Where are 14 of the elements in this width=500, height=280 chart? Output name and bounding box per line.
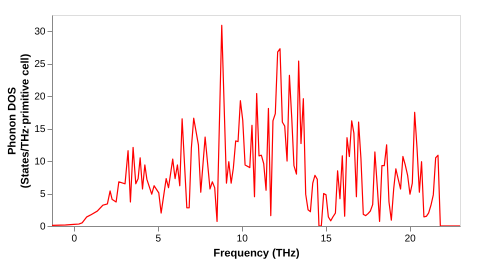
y-tick-label: 20	[34, 92, 46, 103]
y-tick-label: 25	[34, 59, 46, 70]
x-tick-label: 5	[155, 234, 162, 244]
y-tick-label: 15	[34, 124, 46, 136]
y-tick-label: 0	[40, 222, 46, 232]
y-axis-title: Phonon DOS (States/THz·primitive cell)	[6, 53, 32, 188]
x-tick-label: 15	[320, 234, 332, 244]
x-axis-title: Frequency (THz)	[213, 248, 300, 260]
y-tick-label: 30	[34, 26, 46, 38]
y-tick-label: 10	[34, 156, 46, 168]
x-tick-label: 20	[404, 234, 416, 244]
x-tick-label: 10	[236, 234, 248, 244]
y-tick-label: 5	[40, 189, 46, 200]
x-tick-label: 0	[72, 234, 78, 244]
